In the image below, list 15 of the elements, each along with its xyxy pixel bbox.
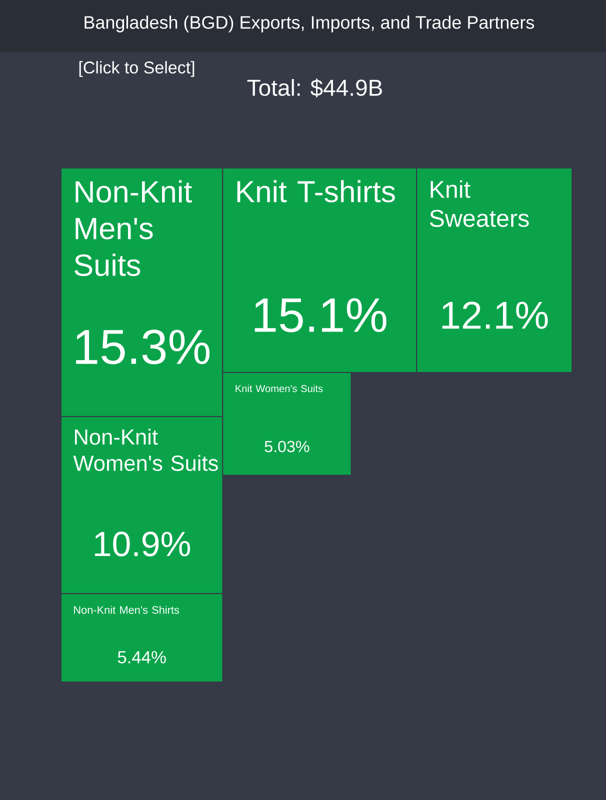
category-label: Knit Sweaters: [430, 180, 529, 227]
text: [Click to Select]: [79, 61, 194, 77]
category-label: Knit Women's Suits: [236, 384, 323, 392]
data-label: 15.3%: [76, 330, 210, 364]
category-label: Non-Knit Men's Shirts: [74, 606, 180, 614]
category-label: Non-Knit Women's Suits: [73, 428, 218, 471]
category-label: Knit T-shirts: [237, 180, 395, 202]
data-label: 15.1%: [254, 298, 386, 332]
data-label: 10.9%: [95, 532, 190, 556]
data-label: 5.03%: [264, 440, 310, 452]
data-label: 5.44%: [118, 651, 166, 664]
text: Bangladesh (BGD) Exports, Imports, and Trade Partners: [84, 16, 534, 32]
text: Total: $44.9B: [247, 78, 382, 98]
category-label: Non-Knit Men's Suits: [74, 180, 192, 276]
data-label: 12.1%: [442, 302, 548, 329]
